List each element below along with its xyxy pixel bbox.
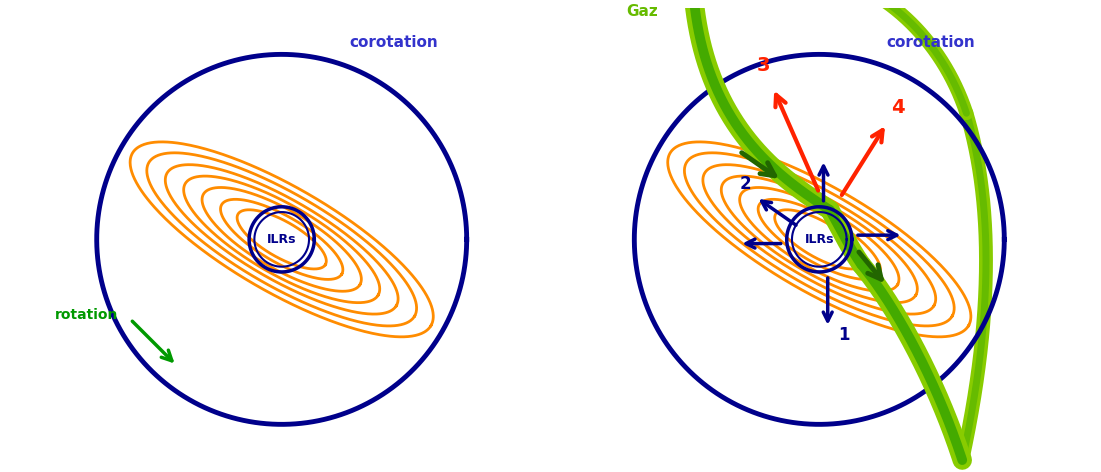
Text: 2: 2 (740, 175, 751, 193)
Text: ILRs: ILRs (266, 233, 296, 246)
Text: 4: 4 (891, 98, 904, 117)
Text: rotation: rotation (55, 308, 118, 322)
Text: ILRs: ILRs (805, 233, 835, 246)
Text: corotation: corotation (349, 35, 438, 50)
Text: corotation: corotation (886, 35, 975, 50)
Text: 3: 3 (756, 56, 770, 75)
Text: 1: 1 (838, 326, 850, 344)
Text: Gaz: Gaz (625, 4, 657, 18)
